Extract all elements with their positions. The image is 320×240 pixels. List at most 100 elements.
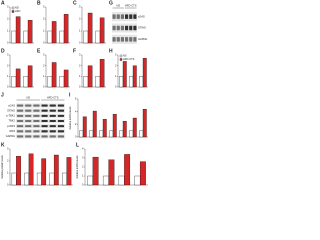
bar [66,157,72,186]
y-tick-label: 0 [7,41,9,45]
band-label: STING [7,108,15,112]
panel-letter: L [76,142,79,148]
band-label: STING [138,26,146,30]
blot-band [57,119,65,123]
blot-strip [16,103,65,108]
blot-band [41,130,48,133]
blot-band [120,25,124,31]
blot-band [116,25,120,31]
y-tick-label: 4 [75,109,77,113]
bar [47,76,53,88]
blot-strip [16,118,65,124]
blot-band [133,37,137,42]
y-tick-label: 3 [82,156,84,160]
bar [119,130,124,138]
blot-band [125,14,129,19]
panel-letter: K [1,142,5,148]
blot-band [57,114,65,117]
group-label: HFD-CTS [47,96,59,100]
blot-band [41,125,48,128]
bar [132,117,137,138]
legend-label: HFD [15,9,20,13]
y-tick-label: 3 [7,147,9,151]
blot-band [57,109,65,112]
bar [102,175,109,186]
bar [59,76,65,88]
group-label: HFD-CTS [125,4,137,8]
bar [16,156,21,186]
bar [15,16,21,44]
y-tick-label: 1 [7,74,9,78]
blot-strip [112,34,137,44]
blot-strip [16,108,65,113]
bar [139,130,144,138]
y-axis-label: Relative mRNA levels [69,106,72,130]
y-tick-label: 1 [115,74,117,78]
bar [119,76,124,88]
y-tick-label: 2 [7,63,9,67]
bar [49,172,55,186]
y-tick-label: 2 [115,63,117,67]
legend-swatch [11,6,15,10]
y-tick-label: 1 [82,174,84,178]
y-tick-label: 1 [7,171,9,175]
panel-letter: J [1,92,4,98]
bar [92,156,99,186]
y-tick-label: 0 [79,41,81,45]
blot-band [49,130,56,133]
blot-band [16,130,24,133]
panel-letter: C [73,0,77,6]
blot-band [16,114,24,117]
blot-band [49,114,56,117]
blot-band [25,114,32,117]
bar [62,172,67,186]
y-tick-label: 3 [79,53,81,57]
bar [95,76,101,88]
bar [139,76,144,88]
panel-letter: H [109,48,113,54]
band-label: p-TBK1 [6,114,15,118]
y-axis-label: Relative mRNA levels [76,155,79,179]
blot-band [116,37,120,42]
bar [109,130,114,138]
blot-band [129,25,133,31]
blot-band [16,135,24,138]
blot-band [41,135,48,138]
bar [112,114,117,138]
bar [51,62,57,88]
blot-band [49,104,56,107]
y-tick-label: 3 [7,53,9,57]
blot-band [33,130,40,133]
blot-strip [16,134,65,139]
legend-label: ND [15,6,19,10]
band-label: GAPDH [6,134,15,138]
bar [11,30,17,44]
y-tick-label: 3 [7,5,9,9]
bar [142,58,147,88]
bar [27,65,33,88]
y-tick-label: 0 [115,85,117,89]
bar [11,172,17,186]
y-axis-label: Relative protein levels [1,155,4,179]
bar [23,76,29,88]
blot-band [33,125,40,128]
legend-swatch [11,10,15,13]
y-tick-label: 2 [82,165,84,169]
blot-band [57,130,65,133]
panel-letter: D [1,48,5,54]
blot-band [112,14,116,19]
blot-band [57,104,65,107]
blot-band [112,37,116,42]
bar [129,130,134,138]
bar [87,175,94,186]
y-tick-label: 6 [75,97,77,101]
bar [59,30,65,44]
band-label: IRF3 [9,129,15,133]
blot-band [41,119,48,123]
y-tick-label: 0 [7,183,9,187]
bar [124,154,131,186]
blot-band [33,119,40,123]
bar [24,172,30,186]
y-tick-label: 2 [7,17,9,21]
bar [28,153,34,186]
